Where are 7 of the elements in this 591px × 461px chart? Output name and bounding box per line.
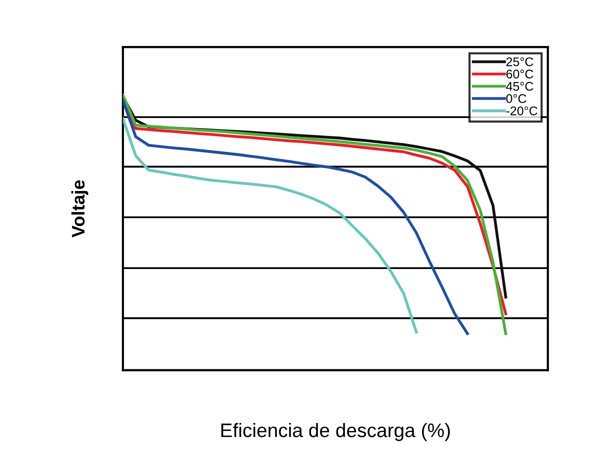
legend-label: 0°C xyxy=(506,94,526,104)
y-axis-title: Voltaje xyxy=(71,180,88,238)
legend-label: -20°C xyxy=(506,106,538,116)
legend-label: 60°C xyxy=(506,70,534,78)
x-axis-title: Eficiencia de descarga (%) xyxy=(221,422,450,442)
legend-label: 45°C xyxy=(506,82,534,91)
legend-label: 25°C xyxy=(506,57,534,66)
